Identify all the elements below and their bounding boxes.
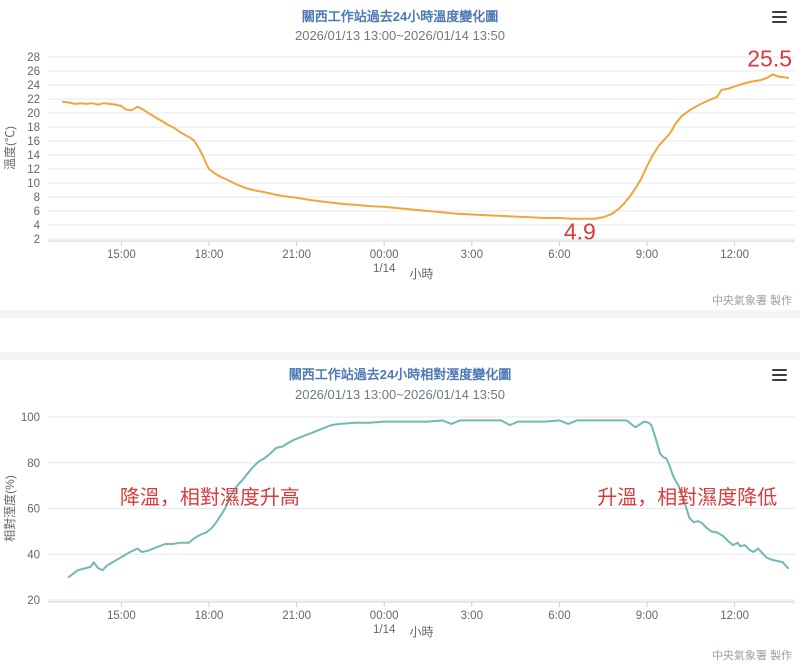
y-tick-label: 16 xyxy=(27,136,40,148)
chart-credit: 中央氣象署 製作 xyxy=(711,295,792,307)
y-tick-label: 40 xyxy=(27,549,40,561)
y-tick-label: 8 xyxy=(34,192,40,204)
x-tick-label: 21:00 xyxy=(282,610,311,622)
chart-context-menu-icon[interactable] xyxy=(772,369,787,381)
y-tick-label: 2 xyxy=(34,234,40,246)
y-tick-label: 14 xyxy=(27,150,40,162)
x-tick-label: 3:00 xyxy=(461,249,483,261)
x-tick-label: 18:00 xyxy=(195,249,224,261)
x-tick-label: 6:00 xyxy=(548,249,570,261)
x-tick-label: 21:00 xyxy=(282,249,311,261)
x-tick-label: 12:00 xyxy=(720,610,749,622)
y-tick-label: 22 xyxy=(27,94,40,106)
x-tick-sublabel: 1/14 xyxy=(373,624,396,636)
y-tick-label: 10 xyxy=(27,178,40,190)
x-tick-label: 00:00 xyxy=(370,610,399,622)
y-tick-label: 80 xyxy=(27,458,40,470)
y-axis-title: 溫度(℃) xyxy=(2,126,17,170)
panel-divider xyxy=(0,310,800,318)
x-tick-label: 9:00 xyxy=(636,249,658,261)
chart-context-menu-icon[interactable] xyxy=(772,11,787,23)
y-tick-label: 18 xyxy=(27,122,40,134)
chart-title: 關西工作站過去24小時相對溼度變化圖 xyxy=(288,367,512,382)
temperature-series xyxy=(62,73,789,220)
humidity-chart-canvas[interactable]: 20 40 60 80 100 15:00 18:00 21:00 00:00 1/14 3:00 6… xyxy=(0,352,800,672)
x-axis-title: 小時 xyxy=(409,267,433,281)
chart-annotation: 升溫，相對濕度降低 xyxy=(597,486,777,509)
chart-annotation: 4.9 xyxy=(564,219,596,245)
x-tick-label: 00:00 xyxy=(370,249,399,261)
x-tick-label: 18:00 xyxy=(195,610,224,622)
temperature-chart-panel: 2 4 6 8 10 12 14 16 18 20 22 24 26 28 15:00 18:00 21:00 0… xyxy=(0,0,800,318)
panel-divider xyxy=(0,352,800,360)
chart-subtitle: 2026/01/13 13:00~2026/01/14 13:50 xyxy=(294,28,505,43)
chart-annotation: 25.5 xyxy=(747,46,792,72)
y-tick-label: 12 xyxy=(27,164,40,176)
x-tick-label: 6:00 xyxy=(548,610,570,622)
y-tick-label: 24 xyxy=(27,80,40,92)
y-tick-label: 20 xyxy=(27,595,40,607)
y-tick-label: 4 xyxy=(34,220,41,232)
y-tick-label: 60 xyxy=(27,504,40,516)
y-tick-label: 26 xyxy=(27,66,40,78)
x-tick-label: 15:00 xyxy=(107,610,136,622)
x-axis-title: 小時 xyxy=(409,625,433,639)
panel-gap xyxy=(0,318,800,352)
chart-annotation: 降溫，相對濕度升高 xyxy=(120,486,300,509)
y-tick-label: 6 xyxy=(34,206,40,218)
relative-humidity-series xyxy=(67,419,789,579)
chart-title: 關西工作站過去24小時溫度變化圖 xyxy=(301,9,499,24)
x-tick-sublabel: 1/14 xyxy=(373,263,396,275)
y-tick-label: 20 xyxy=(27,108,40,120)
chart-credit: 中央氣象署 製作 xyxy=(711,650,792,662)
y-tick-label: 28 xyxy=(27,52,40,64)
x-tick-label: 3:00 xyxy=(461,610,483,622)
x-tick-label: 9:00 xyxy=(636,610,658,622)
x-tick-label: 15:00 xyxy=(107,249,136,261)
y-tick-label: 100 xyxy=(21,412,40,424)
y-axis-title: 相對溼度(%) xyxy=(2,475,17,542)
chart-subtitle: 2026/01/13 13:00~2026/01/14 13:50 xyxy=(294,387,505,402)
x-tick-label: 12:00 xyxy=(720,249,749,261)
humidity-chart-panel: 20 40 60 80 100 15:00 18:00 21:00 00:00 1/14 3:00 6… xyxy=(0,352,800,672)
